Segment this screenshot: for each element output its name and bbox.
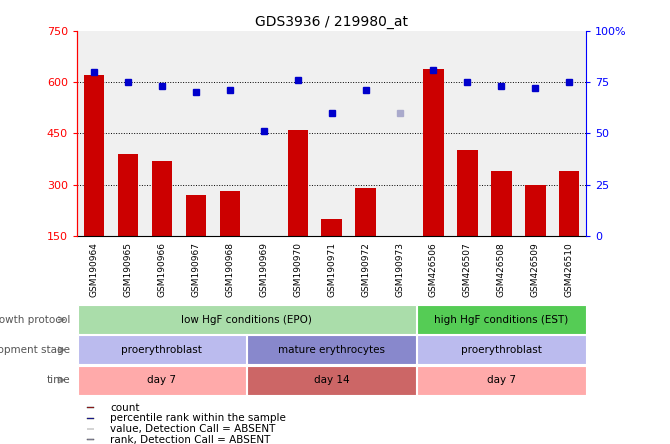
Bar xyxy=(87,418,94,419)
Bar xyxy=(247,335,416,365)
Bar xyxy=(322,219,342,236)
Bar xyxy=(247,365,416,395)
Bar xyxy=(87,407,94,408)
Text: development stage: development stage xyxy=(0,345,70,355)
Bar xyxy=(287,130,308,236)
Bar xyxy=(87,439,94,440)
Bar xyxy=(417,365,586,395)
Text: day 14: day 14 xyxy=(314,375,350,385)
Text: proerythroblast: proerythroblast xyxy=(121,345,202,355)
Bar xyxy=(491,171,512,236)
Text: percentile rank within the sample: percentile rank within the sample xyxy=(110,413,286,423)
Text: rank, Detection Call = ABSENT: rank, Detection Call = ABSENT xyxy=(110,435,271,444)
Bar xyxy=(87,428,94,429)
Bar xyxy=(457,151,478,236)
Bar xyxy=(417,335,586,365)
Text: count: count xyxy=(110,403,139,412)
Bar xyxy=(78,305,416,334)
Bar xyxy=(151,161,172,236)
Text: day 7: day 7 xyxy=(487,375,516,385)
Bar xyxy=(559,171,580,236)
Text: day 7: day 7 xyxy=(147,375,176,385)
Title: GDS3936 / 219980_at: GDS3936 / 219980_at xyxy=(255,15,408,29)
Text: mature erythrocytes: mature erythrocytes xyxy=(278,345,385,355)
Bar xyxy=(525,185,545,236)
Bar xyxy=(186,195,206,236)
Bar xyxy=(417,305,586,334)
Bar xyxy=(78,365,246,395)
Bar xyxy=(220,191,240,236)
Text: proerythroblast: proerythroblast xyxy=(461,345,542,355)
Bar xyxy=(423,69,444,236)
Bar xyxy=(355,188,376,236)
Text: time: time xyxy=(47,375,70,385)
Text: low HgF conditions (EPO): low HgF conditions (EPO) xyxy=(182,315,312,325)
Text: growth protocol: growth protocol xyxy=(0,315,70,325)
Bar xyxy=(118,154,138,236)
Text: value, Detection Call = ABSENT: value, Detection Call = ABSENT xyxy=(110,424,275,434)
Text: high HgF conditions (EST): high HgF conditions (EST) xyxy=(434,315,569,325)
Bar xyxy=(84,75,105,236)
Bar xyxy=(78,335,246,365)
